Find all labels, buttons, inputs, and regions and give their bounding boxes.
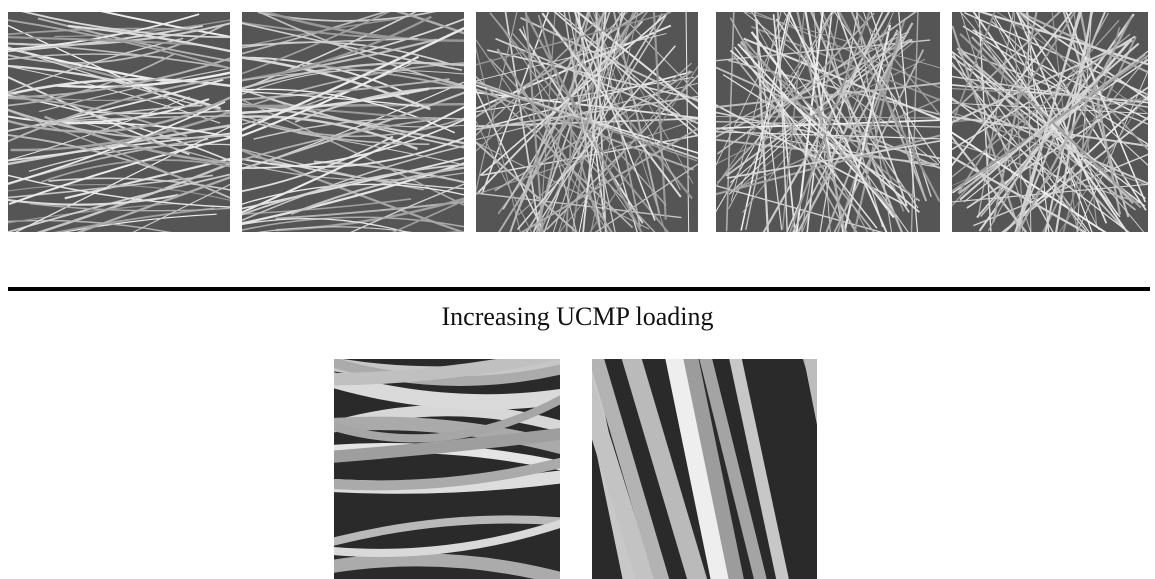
sem-image [8, 12, 230, 232]
sem-image [592, 359, 817, 579]
sem-image [334, 359, 560, 579]
sem-image [242, 12, 464, 232]
caption: Increasing UCMP loading [0, 302, 1155, 332]
divider [8, 287, 1150, 291]
sem-image [476, 12, 698, 232]
figure: Increasing UCMP loading [0, 0, 1155, 579]
sem-image [952, 12, 1148, 232]
sem-image [716, 12, 940, 232]
